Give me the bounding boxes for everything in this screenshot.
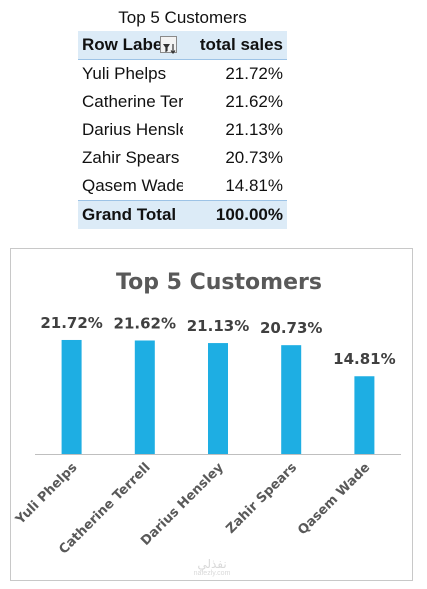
pivot-header-row: Row Labels total sales bbox=[78, 31, 287, 60]
data-label: 21.62% bbox=[114, 314, 176, 332]
chart-title: Top 5 Customers bbox=[116, 270, 322, 295]
total-sales-header[interactable]: total sales bbox=[199, 35, 283, 54]
x-tick-label: Zahir Spears bbox=[223, 460, 300, 537]
pivot-row-value: 21.72% bbox=[225, 64, 283, 83]
pivot-table: Top 5 Customers Row Labels total sales Y… bbox=[78, 5, 287, 229]
pivot-row-value: 14.81% bbox=[225, 176, 283, 195]
bar bbox=[208, 343, 228, 454]
x-tick-label: Qasem Wade bbox=[295, 460, 373, 538]
data-label: 21.13% bbox=[187, 317, 249, 335]
pivot-row[interactable]: Zahir Spears 20.73% bbox=[78, 144, 287, 172]
watermark-logo: نفذلي nafezly.com bbox=[182, 558, 242, 578]
pivot-row-label: Catherine Terrell bbox=[82, 92, 183, 111]
data-label: 20.73% bbox=[260, 319, 322, 337]
bar bbox=[61, 339, 82, 454]
pivot-row-label: Yuli Phelps bbox=[82, 64, 167, 83]
row-labels-header[interactable]: Row Labels bbox=[82, 35, 177, 54]
pivot-title: Top 5 Customers bbox=[118, 8, 247, 27]
grand-total-value: 100.00% bbox=[215, 205, 283, 224]
filter-sort-icon[interactable] bbox=[160, 36, 177, 54]
watermark-subtext: nafezly.com bbox=[193, 570, 231, 577]
bar bbox=[281, 345, 302, 454]
grand-total-label: Grand Total bbox=[82, 205, 177, 224]
pivot-row[interactable]: Yuli Phelps 21.72% bbox=[78, 60, 287, 88]
pivot-row-label: Darius Hensley bbox=[82, 120, 183, 139]
pivot-row-value: 20.73% bbox=[225, 148, 283, 167]
x-tick-label: Darius Hensley bbox=[138, 460, 227, 549]
bar bbox=[354, 376, 375, 454]
pivot-grand-total-row: Grand Total 100.00% bbox=[78, 200, 287, 229]
watermark-text: نفذلي bbox=[197, 557, 227, 571]
bar bbox=[134, 340, 155, 454]
data-label: 21.72% bbox=[40, 314, 102, 332]
pivot-row-label: Qasem Wade bbox=[82, 176, 183, 195]
pivot-row-value: 21.62% bbox=[225, 92, 283, 111]
chart-area[interactable]: Top 5 Customers 21.72% Yuli Phelps 21.62% Ca… bbox=[10, 248, 413, 581]
pivot-row[interactable]: Qasem Wade 14.81% bbox=[78, 172, 287, 200]
x-tick-label: Yuli Phelps bbox=[12, 460, 80, 528]
pivot-row-value: 21.13% bbox=[225, 120, 283, 139]
pivot-row[interactable]: Catherine Terrell 21.62% bbox=[78, 88, 287, 116]
pivot-row[interactable]: Darius Hensley 21.13% bbox=[78, 116, 287, 144]
data-label: 14.81% bbox=[333, 350, 395, 368]
pivot-row-label: Zahir Spears bbox=[82, 148, 180, 167]
